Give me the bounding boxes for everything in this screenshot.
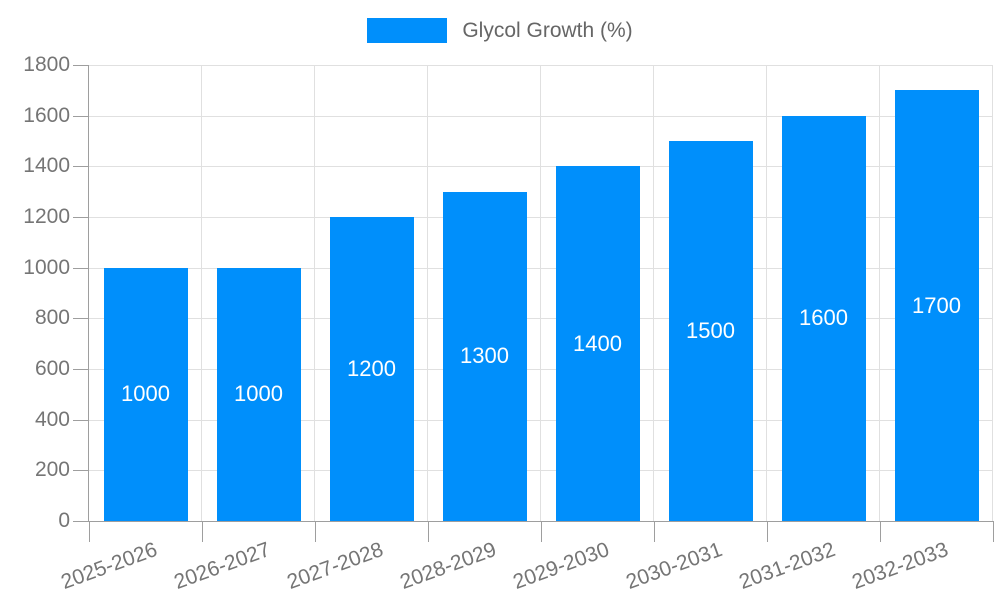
- y-axis-tick: [73, 369, 89, 370]
- bar-2030-2031[interactable]: 1500: [668, 141, 753, 521]
- y-axis-label: 600: [34, 357, 70, 380]
- y-axis-tick: [73, 115, 89, 117]
- x-gridline: [879, 65, 880, 521]
- y-axis-tick: [73, 267, 89, 269]
- x-axis-label: 2029-2030: [510, 538, 613, 594]
- y-axis-label: 1600: [23, 103, 70, 127]
- bar-value-label: 1000: [121, 381, 170, 407]
- y-axis-tick: [73, 318, 89, 320]
- x-axis-label: 2031-2032: [736, 538, 839, 594]
- y-axis-tick: [73, 419, 89, 421]
- x-axis-label: 2028-2029: [397, 538, 500, 594]
- y-gridline: [89, 115, 993, 117]
- x-axis-label: 2025-2026: [58, 538, 161, 594]
- y-gridline: [89, 65, 993, 66]
- y-axis-label: 200: [34, 458, 70, 482]
- y-axis-label: 0: [58, 509, 70, 532]
- y-gridline: [89, 419, 993, 421]
- bar-value-label: 1000: [234, 381, 283, 407]
- plot-area: 1000 1000 1200 1300 1400 1500 1600 1700: [73, 65, 994, 542]
- y-gridline: [89, 369, 993, 370]
- chart-legend[interactable]: Glycol Growth (%): [0, 18, 1000, 43]
- bar-value-label: 1500: [686, 318, 735, 343]
- bar-2026-2027[interactable]: 1000: [216, 267, 301, 521]
- x-axis-tick: [766, 521, 768, 542]
- y-gridline: [89, 318, 993, 320]
- x-gridline: [766, 65, 767, 521]
- y-axis-tick: [73, 166, 89, 168]
- y-axis-label: 1000: [23, 255, 70, 279]
- y-gridline: [89, 217, 993, 218]
- x-gridline: [314, 65, 315, 521]
- y-gridline: [89, 166, 993, 168]
- x-axis-tick: [314, 521, 316, 542]
- bar-2029-2030[interactable]: 1400: [555, 166, 640, 521]
- x-axis-tick: [540, 521, 542, 542]
- y-axis-tick: [73, 65, 89, 66]
- x-gridline: [201, 65, 202, 521]
- y-axis-tick: [73, 217, 89, 218]
- y-gridline: [89, 470, 993, 472]
- y-axis-tick: [73, 470, 89, 472]
- bar-2032-2033[interactable]: 1700: [894, 90, 979, 521]
- y-axis-label: 1800: [23, 53, 70, 76]
- bar-2025-2026[interactable]: 1000: [103, 267, 188, 521]
- y-axis-tick: [73, 521, 89, 522]
- bar-value-label: 1700: [912, 292, 961, 318]
- x-gridline: [540, 65, 541, 521]
- x-gridline: [427, 65, 428, 521]
- y-axis-label: 800: [34, 306, 70, 330]
- bar-value-label: 1600: [799, 305, 848, 331]
- bar-value-label: 1300: [460, 343, 509, 369]
- x-axis-label: 2032-2033: [849, 538, 952, 594]
- bar-2027-2028[interactable]: 1200: [329, 217, 414, 521]
- bar-2028-2029[interactable]: 1300: [442, 191, 527, 521]
- y-axis-label: 400: [34, 407, 70, 431]
- legend-swatch: [367, 18, 448, 43]
- x-axis-tick: [427, 521, 429, 542]
- bar-2031-2032[interactable]: 1600: [781, 115, 866, 521]
- legend-label: Glycol Growth (%): [462, 18, 633, 42]
- bar-value-label: 1200: [347, 356, 396, 381]
- y-axis-label: 1200: [23, 205, 70, 228]
- x-axis-tick: [201, 521, 203, 542]
- x-axis-tick: [879, 521, 881, 542]
- x-axis-label: 2026-2027: [171, 538, 274, 594]
- x-axis-tick: [653, 521, 655, 542]
- x-gridline: [992, 65, 993, 521]
- bar-value-label: 1400: [573, 330, 622, 356]
- x-axis-label: 2027-2028: [284, 538, 387, 594]
- y-gridline: [89, 267, 993, 269]
- x-axis-tick: [88, 521, 90, 542]
- x-axis-label: 2030-2031: [623, 538, 726, 594]
- x-gridline: [653, 65, 654, 521]
- y-axis-label: 1400: [23, 154, 70, 178]
- x-axis-tick: [992, 521, 994, 542]
